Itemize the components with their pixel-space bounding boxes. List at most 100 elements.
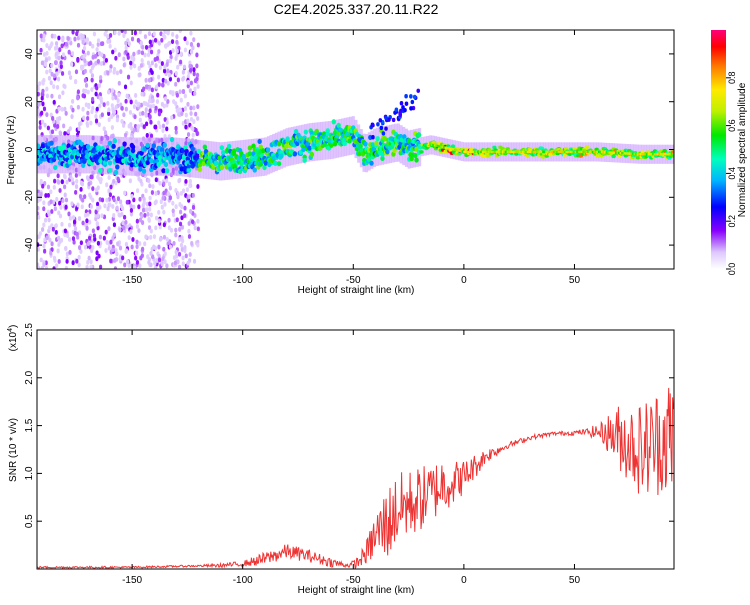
- noise-cell: [138, 30, 142, 35]
- noise-cell: [95, 85, 99, 91]
- ridge-blob: [145, 159, 150, 166]
- noise-cell: [108, 68, 113, 73]
- ridge-core: [517, 150, 520, 154]
- noise-cell: [42, 33, 46, 39]
- ridge-core: [624, 152, 627, 155]
- snr-plot-area: [37, 330, 674, 569]
- noise-cell: [135, 224, 140, 229]
- noise-cell: [55, 84, 60, 90]
- x-tick-label: 0: [461, 575, 467, 586]
- noise-cell: [163, 259, 167, 265]
- noise-cell: [119, 102, 123, 108]
- noise-cell: [85, 175, 90, 180]
- noise-cell: [83, 244, 88, 250]
- colorbar-label: Normalized spectral amplitude: [737, 82, 748, 217]
- noise-cell: [161, 82, 165, 88]
- ridge-blob: [562, 153, 568, 157]
- noise-cell: [53, 122, 57, 128]
- noise-cell: [192, 105, 196, 111]
- noise-cell: [196, 242, 200, 248]
- noise-cell: [78, 245, 82, 250]
- noise-cell: [71, 98, 75, 104]
- noise-cell: [157, 120, 161, 126]
- ridge-core: [477, 150, 480, 154]
- snr-series-clip: [37, 387, 674, 569]
- noise-cell: [83, 77, 88, 83]
- noise-cell: [133, 114, 137, 120]
- ridge-core: [449, 147, 452, 150]
- ridge-core: [639, 153, 642, 156]
- snr-frame: [36, 329, 675, 570]
- noise-cell: [168, 50, 173, 55]
- ridge-blob: [213, 160, 219, 166]
- noise-cell: [70, 51, 75, 56]
- noise-cell: [68, 215, 73, 221]
- noise-cell: [162, 190, 166, 196]
- noise-cell: [124, 106, 128, 112]
- noise-cell: [169, 227, 174, 233]
- noise-cell: [149, 49, 154, 55]
- noise-cell: [47, 217, 51, 223]
- ridge-core: [450, 147, 454, 151]
- noise-cell: [157, 74, 161, 80]
- noise-cell: [174, 232, 178, 238]
- ridge-blob: [492, 145, 497, 150]
- noise-cell: [138, 241, 142, 246]
- y-tick-label: 0.5: [24, 514, 35, 528]
- ridge-blob: [111, 143, 116, 149]
- noise-cell: [158, 224, 162, 230]
- ridge-blob: [382, 136, 388, 142]
- noise-cell: [100, 197, 105, 203]
- noise-cell: [116, 241, 120, 247]
- noise-cell: [64, 41, 69, 47]
- noise-cell: [179, 209, 183, 215]
- noise-cell: [111, 247, 115, 253]
- ridge-core: [662, 153, 666, 156]
- noise-cell: [48, 68, 52, 74]
- noise-cell: [147, 84, 152, 90]
- noise-cell: [112, 178, 116, 184]
- noise-cell: [61, 90, 65, 96]
- ridge-core: [666, 153, 669, 156]
- harmonic-blob: [399, 101, 404, 106]
- ridge-core: [438, 145, 441, 148]
- ridge-core: [656, 153, 659, 156]
- harmonic-blob: [409, 106, 413, 111]
- ridge-core: [443, 146, 446, 149]
- noise-cell: [137, 176, 141, 182]
- noise-cell: [108, 202, 112, 207]
- noise-cell: [86, 89, 90, 95]
- ridge-core: [556, 150, 559, 154]
- noise-cell: [62, 83, 66, 89]
- ridge-blob: [252, 167, 257, 173]
- noise-cell: [179, 97, 183, 103]
- noise-cell: [90, 77, 94, 83]
- noise-cell: [93, 53, 98, 59]
- ridge-core: [503, 150, 506, 154]
- noise-cell: [94, 91, 98, 97]
- ridge-core: [618, 151, 621, 155]
- noise-cell: [155, 84, 159, 90]
- noise-cell: [130, 193, 134, 199]
- ridge-blob: [331, 119, 337, 125]
- ridge-core: [491, 150, 494, 154]
- noise-cell: [168, 185, 172, 191]
- noise-cell: [176, 194, 180, 200]
- noise-cell: [65, 179, 69, 185]
- noise-cell: [69, 40, 73, 46]
- noise-cell: [151, 39, 155, 45]
- ridge-blob: [179, 166, 184, 172]
- ridge-blob: [49, 140, 54, 146]
- noise-cell: [84, 222, 88, 228]
- noise-cell: [132, 104, 137, 110]
- ridge-core: [570, 150, 573, 154]
- noise-cell: [149, 234, 153, 240]
- noise-cell: [183, 106, 188, 111]
- noise-cell: [157, 257, 162, 263]
- noise-cell: [154, 105, 158, 111]
- noise-cell: [107, 111, 111, 117]
- noise-cell: [78, 194, 83, 199]
- noise-cell: [86, 50, 90, 56]
- noise-cell: [143, 212, 147, 218]
- noise-cell: [81, 93, 85, 99]
